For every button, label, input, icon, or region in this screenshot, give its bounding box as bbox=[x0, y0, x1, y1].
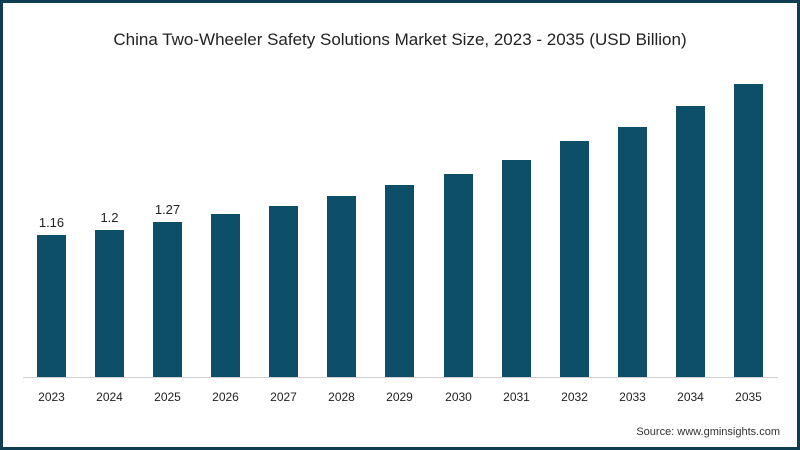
bar-2024 bbox=[95, 230, 124, 377]
chart-title: China Two-Wheeler Safety Solutions Marke… bbox=[113, 30, 687, 49]
x-axis-line bbox=[23, 377, 778, 378]
bar-2025 bbox=[153, 222, 182, 377]
bar-2023 bbox=[37, 235, 66, 377]
bar-2030 bbox=[444, 174, 473, 377]
source-note: Source: www.gminsights.com bbox=[636, 426, 780, 438]
x-tick-label: 2026 bbox=[212, 390, 239, 404]
bar-2032 bbox=[560, 141, 589, 377]
bar-2033 bbox=[618, 127, 647, 377]
bar-2026 bbox=[211, 214, 240, 377]
x-tick-label: 2025 bbox=[154, 390, 181, 404]
bar-2029 bbox=[385, 185, 414, 377]
x-tick-label: 2035 bbox=[735, 390, 762, 404]
x-tick-label: 2029 bbox=[386, 390, 413, 404]
bar-2028 bbox=[327, 196, 356, 377]
x-tick-label: 2030 bbox=[445, 390, 472, 404]
data-label: 1.27 bbox=[154, 202, 181, 217]
data-label: 1.16 bbox=[38, 215, 65, 230]
bar-2035 bbox=[734, 84, 763, 377]
bar-2034 bbox=[676, 106, 705, 377]
x-tick-label: 2032 bbox=[561, 390, 588, 404]
x-tick-label: 2024 bbox=[96, 390, 123, 404]
x-tick-label: 2023 bbox=[38, 390, 65, 404]
x-tick-label: 2031 bbox=[503, 390, 530, 404]
x-tick-label: 2027 bbox=[270, 390, 297, 404]
data-label: 1.2 bbox=[100, 210, 119, 225]
x-tick-label: 2028 bbox=[328, 390, 355, 404]
x-tick-label: 2033 bbox=[619, 390, 646, 404]
bar-2027 bbox=[269, 206, 298, 377]
bar-2031 bbox=[502, 160, 531, 377]
x-tick-label: 2034 bbox=[677, 390, 704, 404]
